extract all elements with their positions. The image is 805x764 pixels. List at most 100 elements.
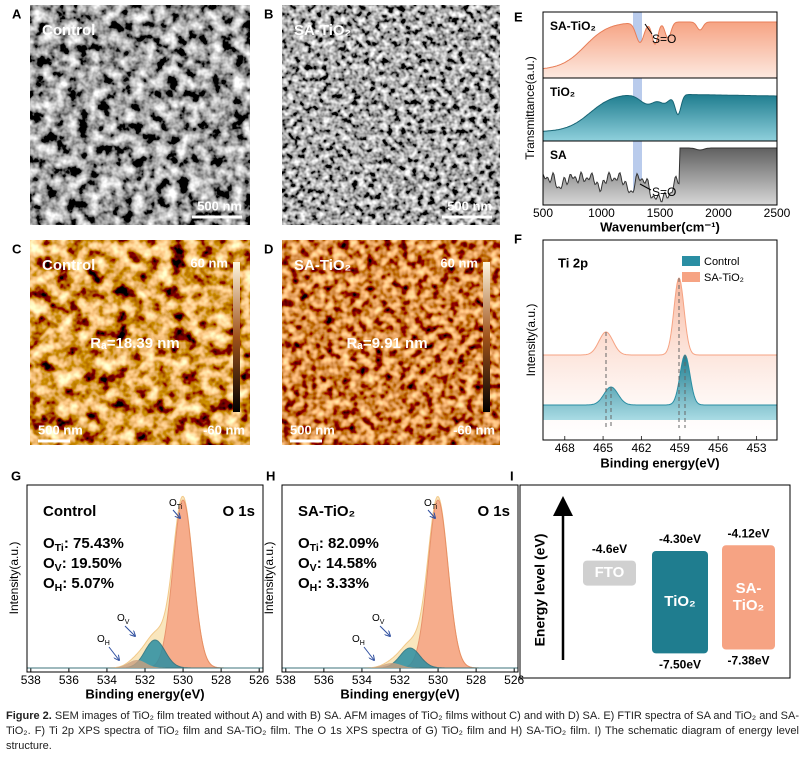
panel-letter: I bbox=[510, 468, 514, 483]
composition: OTi: 82.09% bbox=[298, 535, 379, 554]
subscript: V bbox=[380, 619, 385, 626]
subscript: Ti bbox=[432, 504, 438, 511]
level-name: SA- bbox=[736, 580, 762, 597]
panel-title: Ti 2p bbox=[558, 255, 588, 270]
symbol: O bbox=[97, 634, 105, 645]
x-tick-label: 468 bbox=[555, 441, 575, 455]
symbol: O bbox=[372, 613, 380, 624]
trace-label: SA-TiO₂ bbox=[550, 19, 596, 33]
x-tick-label: 1000 bbox=[588, 206, 615, 220]
level-name: TiO₂ bbox=[733, 597, 764, 614]
subscript: V bbox=[125, 619, 130, 626]
value: : 14.58% bbox=[317, 555, 377, 572]
trace-label: TiO₂ bbox=[550, 85, 575, 99]
panel-title: Control bbox=[43, 503, 96, 520]
energy-level bbox=[722, 545, 775, 650]
symbol: O bbox=[117, 613, 125, 624]
scale-bar-label: 500 nm bbox=[38, 422, 83, 437]
x-tick-label: 1500 bbox=[647, 206, 674, 220]
peak-label: OTi bbox=[169, 498, 183, 511]
x-tick-label: 456 bbox=[708, 441, 728, 455]
subscript: H bbox=[360, 640, 365, 647]
level-bottom-label: -7.38eV bbox=[727, 654, 769, 668]
subscript: Ti bbox=[55, 542, 64, 554]
image-label: SA-TiO₂ bbox=[294, 22, 351, 39]
peak-arrow bbox=[427, 509, 435, 518]
x-tick-label: 528 bbox=[211, 673, 231, 687]
value: : 3.33% bbox=[317, 575, 369, 592]
subscript: V bbox=[310, 562, 317, 574]
peak-arrow bbox=[379, 625, 390, 636]
scale-bar-label: 500 nm bbox=[290, 422, 335, 437]
panel-letter: D bbox=[264, 241, 273, 256]
subscript: H bbox=[55, 582, 63, 594]
panel-letter: A bbox=[12, 6, 22, 21]
composition: OV: 19.50% bbox=[43, 555, 122, 574]
colorbar bbox=[483, 262, 490, 412]
panel-letter: E bbox=[514, 9, 523, 24]
x-tick-label: 534 bbox=[97, 673, 117, 687]
peak-label: OH bbox=[352, 634, 365, 647]
x-tick-label: 532 bbox=[135, 673, 155, 687]
x-tick-label: 465 bbox=[593, 441, 613, 455]
peak-label: OV bbox=[117, 613, 130, 626]
x-tick-label: 538 bbox=[21, 673, 41, 687]
colorbar-min: -60 nm bbox=[203, 422, 245, 437]
legend-label: SA-TiO₂ bbox=[704, 272, 744, 284]
x-tick-label: 500 bbox=[533, 206, 553, 220]
spectrum-line bbox=[542, 147, 777, 203]
spectrum-fill bbox=[543, 94, 777, 141]
panel-letter: F bbox=[514, 231, 522, 246]
level-top-label: -4.12eV bbox=[727, 526, 769, 540]
spectrum-line bbox=[542, 21, 777, 70]
micrograph bbox=[282, 5, 500, 225]
composition: OTi: 75.43% bbox=[43, 535, 124, 554]
panel-title: SA-TiO₂ bbox=[298, 503, 355, 520]
spectrum-fill bbox=[543, 355, 777, 420]
x-tick-label: 2000 bbox=[705, 206, 732, 220]
caption-text: SEM images of TiO₂ film treated without … bbox=[6, 710, 800, 752]
colorbar-max: 60 nm bbox=[440, 255, 478, 270]
symbol: O bbox=[298, 555, 310, 572]
y-axis-label: Transmittance(a.u.) bbox=[523, 56, 537, 160]
x-axis-label: Binding energy(eV) bbox=[340, 686, 459, 701]
scale-bar-label: 500 nm bbox=[447, 198, 492, 213]
symbol: O bbox=[169, 498, 177, 509]
symbol: O bbox=[298, 575, 310, 592]
colorbar-min: -60 nm bbox=[453, 422, 495, 437]
x-tick-label: 530 bbox=[173, 673, 193, 687]
subscript: Ti bbox=[310, 542, 319, 554]
panel-letter: H bbox=[266, 468, 275, 483]
x-tick-label: 538 bbox=[276, 673, 296, 687]
colorbar-max: 60 nm bbox=[190, 255, 228, 270]
roughness: Rₐ=18.39 nm bbox=[90, 335, 179, 352]
value: : 75.43% bbox=[64, 535, 124, 552]
y-axis-label: Intensity(a.u.) bbox=[524, 304, 538, 377]
x-axis-label: Wavenumber(cm⁻¹) bbox=[600, 219, 720, 234]
subscript: V bbox=[55, 562, 62, 574]
caption-label: Figure 2. bbox=[6, 710, 52, 722]
image-label: SA-TiO₂ bbox=[294, 257, 351, 274]
composition: OV: 14.58% bbox=[298, 555, 377, 574]
peak-arrow bbox=[363, 646, 374, 660]
peak-arrow bbox=[172, 509, 180, 518]
plot-frame bbox=[281, 484, 519, 673]
micrograph bbox=[30, 240, 250, 445]
subscript: Ti bbox=[177, 504, 183, 511]
legend-swatch bbox=[682, 272, 700, 282]
spectrum-fill bbox=[543, 22, 777, 78]
composition: OH: 5.07% bbox=[43, 575, 114, 594]
level-name: TiO₂ bbox=[664, 593, 695, 610]
composition: OH: 3.33% bbox=[298, 575, 369, 594]
symbol: O bbox=[43, 555, 55, 572]
plot-frame bbox=[542, 239, 778, 441]
x-tick-label: 2500 bbox=[764, 206, 791, 220]
y-axis-label: Intensity(a.u.) bbox=[262, 542, 276, 615]
symbol: O bbox=[43, 535, 55, 552]
image-label: Control bbox=[42, 257, 95, 274]
x-tick-label: 453 bbox=[747, 441, 767, 455]
peak-label: OV bbox=[372, 613, 385, 626]
value: : 19.50% bbox=[62, 555, 122, 572]
legend-label: Control bbox=[704, 256, 739, 268]
